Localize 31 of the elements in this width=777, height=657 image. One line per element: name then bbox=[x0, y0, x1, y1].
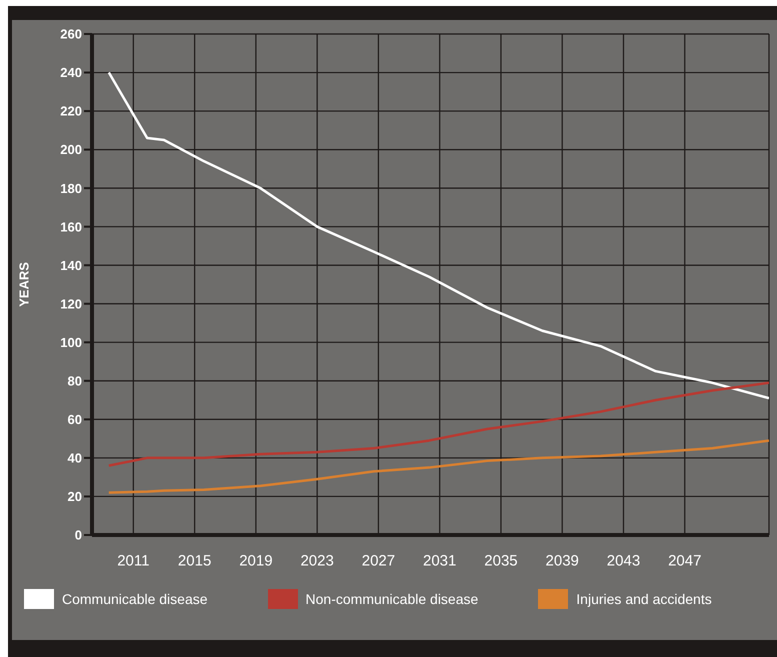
y-tick-label: 20 bbox=[68, 489, 82, 504]
x-tick-label: 2035 bbox=[484, 552, 518, 570]
legend-label: Injuries and accidents bbox=[576, 591, 712, 607]
line-series bbox=[108, 439, 769, 494]
y-tick-label: 220 bbox=[60, 104, 82, 119]
y-tick-label: 60 bbox=[68, 412, 82, 427]
x-tick-label: 2015 bbox=[178, 552, 212, 570]
y-tick-label: 80 bbox=[68, 373, 82, 388]
x-tick-label: 2027 bbox=[362, 552, 396, 570]
y-tick-label: 100 bbox=[60, 334, 82, 350]
y-tick-label: 180 bbox=[60, 180, 82, 196]
y-tick-label: 160 bbox=[60, 219, 82, 234]
line-series bbox=[108, 71, 769, 400]
x-tick-label: 2043 bbox=[606, 552, 640, 570]
y-tick-label: 0 bbox=[74, 528, 82, 543]
x-tick-label: 2023 bbox=[300, 552, 334, 570]
y-tick-label: 260 bbox=[60, 26, 82, 42]
line-series bbox=[108, 382, 769, 467]
x-tick-label: 2019 bbox=[239, 552, 273, 570]
y-tick-label: 40 bbox=[68, 450, 82, 466]
legend-label: Non-communicable disease bbox=[306, 591, 478, 607]
x-tick-label: 2011 bbox=[117, 552, 150, 570]
y-tick-label: 120 bbox=[60, 296, 82, 312]
legend-label: Communicable disease bbox=[62, 591, 208, 607]
x-tick-label: 2039 bbox=[546, 552, 579, 570]
y-tick-label: 140 bbox=[60, 258, 82, 273]
x-tick-label: 2031 bbox=[423, 552, 456, 570]
y-tick-label: 240 bbox=[60, 65, 82, 80]
y-tick-label: 200 bbox=[60, 142, 82, 158]
y-axis-title: YEARS bbox=[16, 262, 32, 307]
x-tick-label: 2047 bbox=[668, 552, 702, 570]
